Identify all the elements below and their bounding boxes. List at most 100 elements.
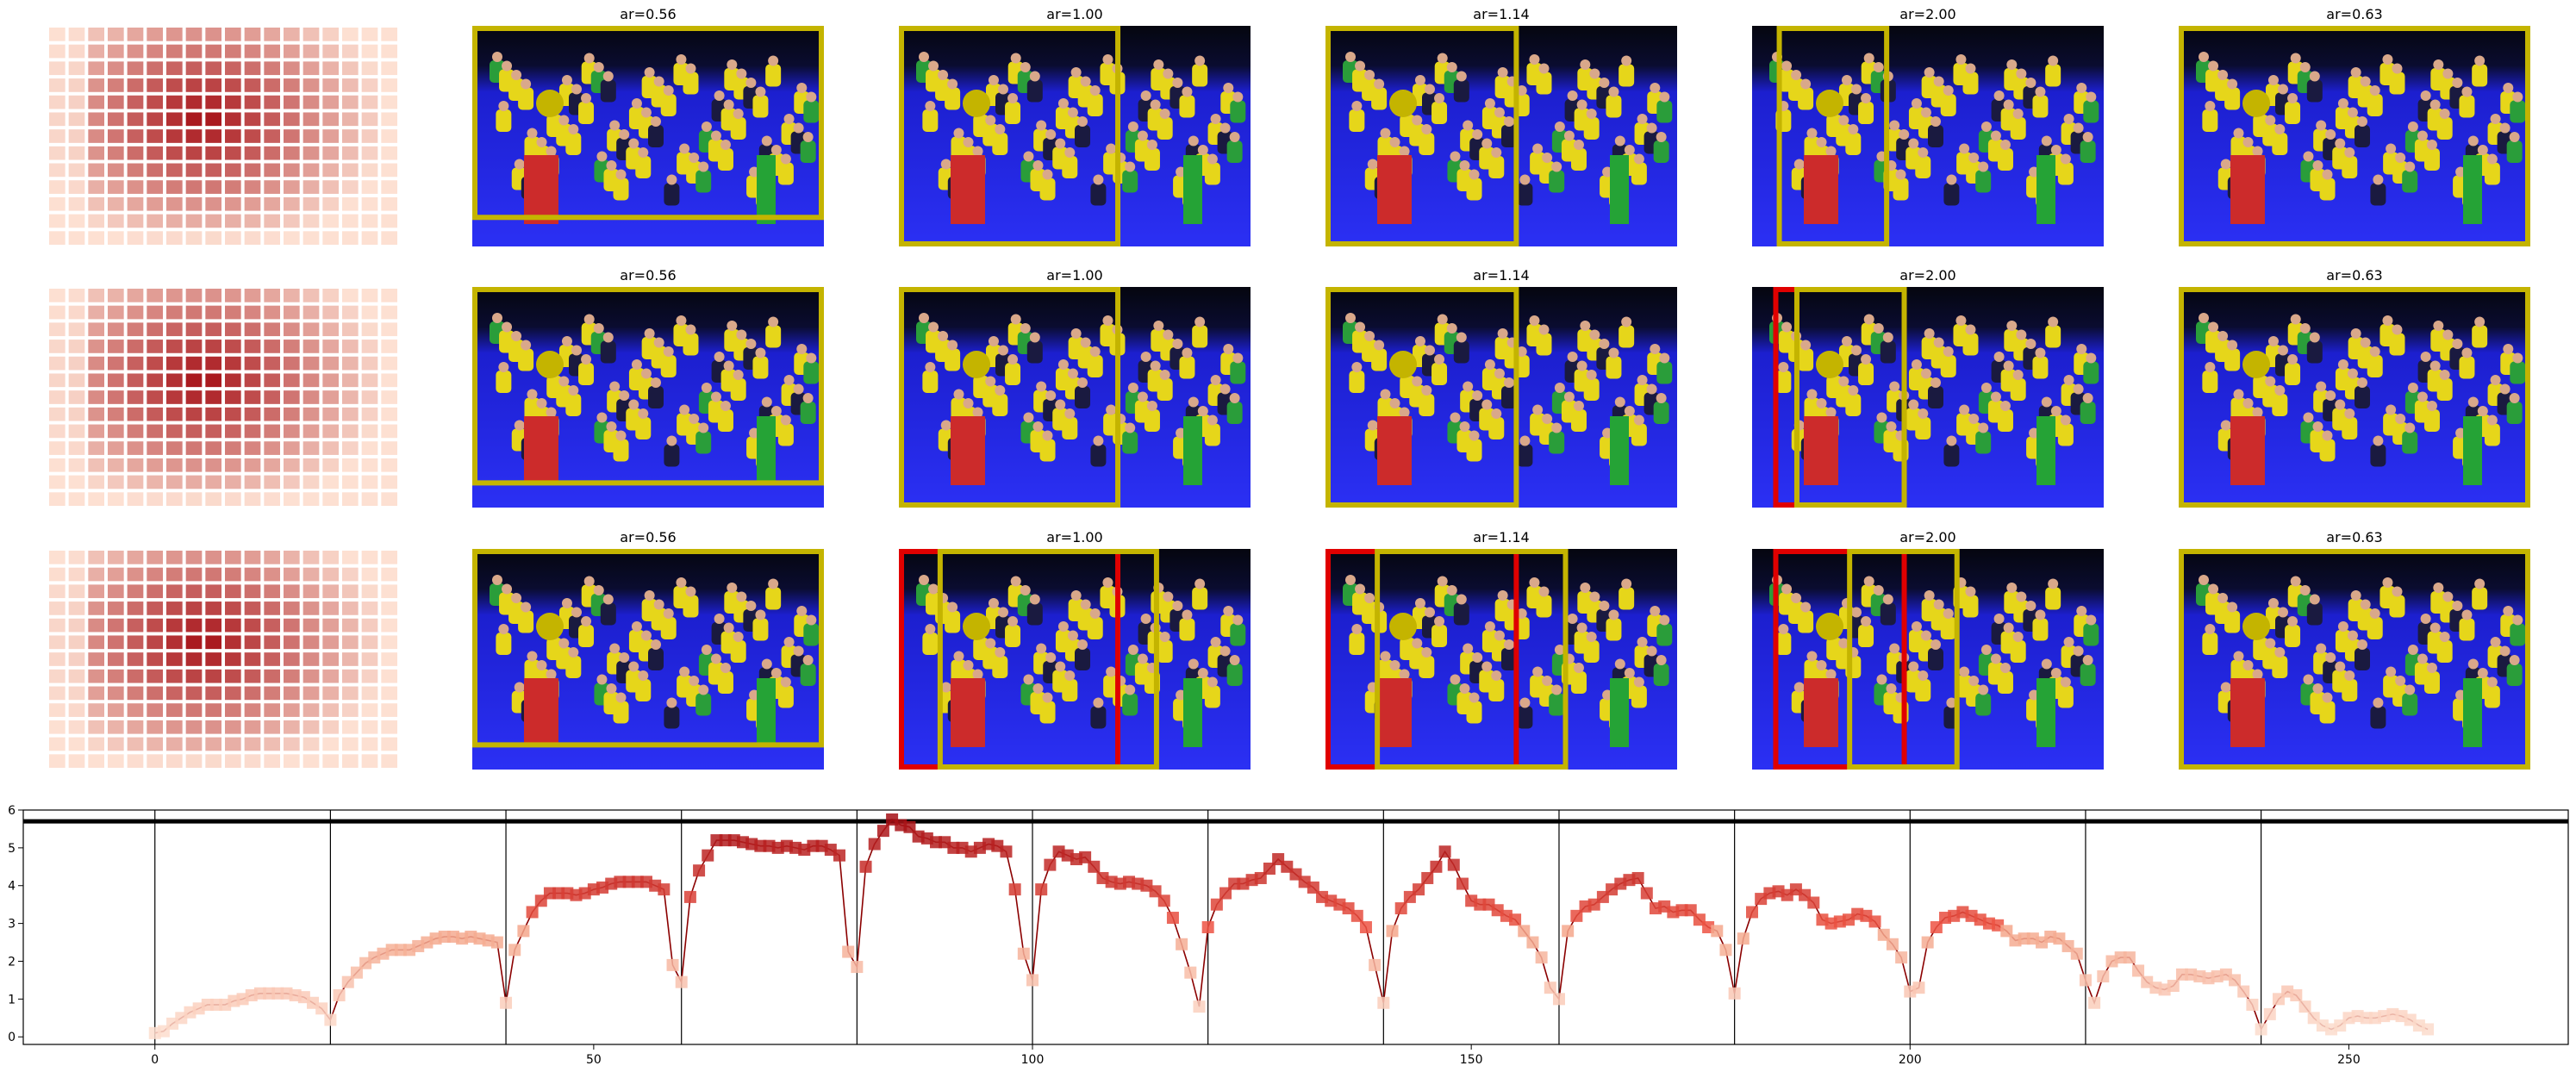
- heatmap-cell: [127, 390, 144, 404]
- heatmap-cell: [108, 424, 124, 439]
- heatmap-cell: [381, 322, 397, 337]
- heatmap-cell: [88, 686, 104, 701]
- panel-title: ar=0.56: [620, 529, 676, 545]
- heatmap-cell: [303, 635, 320, 650]
- heatmap-cell: [361, 652, 378, 666]
- heatmap-cell: [322, 61, 339, 76]
- heatmap-cell: [68, 458, 85, 472]
- heatmap-cell: [342, 44, 359, 59]
- data-point: [1413, 883, 1425, 896]
- data-point: [2097, 970, 2110, 983]
- heatmap-cell: [264, 686, 280, 701]
- yellow-box: [2179, 287, 2530, 508]
- data-point: [1149, 885, 1162, 898]
- heatmap-cell: [244, 231, 261, 245]
- heatmap-cell: [322, 458, 339, 472]
- data-point: [1263, 863, 1276, 875]
- heatmap-cell: [68, 129, 85, 143]
- data-point: [333, 988, 346, 1001]
- heatmap-cell: [361, 424, 378, 439]
- heatmap-cell: [88, 720, 104, 734]
- heatmap-cell: [49, 424, 65, 439]
- heatmap-cell: [342, 95, 359, 109]
- heatmap-cell: [244, 129, 261, 143]
- heatmap-cell: [185, 567, 203, 582]
- data-point: [2263, 1007, 2276, 1020]
- heatmap-cell: [381, 61, 397, 76]
- heatmap-cell: [284, 458, 300, 472]
- photo-panel: ar=0.63: [2179, 6, 2530, 246]
- heatmap-cell: [225, 475, 241, 489]
- heatmap-cell: [205, 407, 221, 421]
- heatmap-cell: [88, 28, 104, 41]
- heatmap-cell: [185, 196, 203, 211]
- data-point: [1684, 904, 1697, 917]
- heatmap-cell: [225, 44, 241, 59]
- heatmap-cell: [322, 373, 339, 388]
- data-point: [490, 936, 503, 949]
- heatmap-cell: [342, 28, 359, 41]
- team-photo-icon: [2179, 26, 2530, 246]
- heatmap-cell: [381, 340, 397, 353]
- heatmap-cell: [264, 703, 280, 717]
- heatmap-cell: [303, 112, 320, 127]
- heatmap-cell: [185, 356, 203, 371]
- heatmap-cell: [166, 424, 183, 439]
- heatmap-cell: [264, 146, 280, 160]
- data-point: [1079, 851, 1092, 863]
- heatmap-cell: [284, 754, 300, 768]
- heatmap-cell: [284, 231, 300, 245]
- panel-title: ar=1.14: [1473, 6, 1529, 22]
- heatmap-cell: [88, 289, 104, 302]
- heatmap-cell: [361, 340, 378, 353]
- heatmap-cell: [49, 492, 65, 506]
- heatmap-cell: [88, 322, 104, 337]
- heatmap-cell: [108, 720, 124, 734]
- heatmap-cell: [322, 231, 339, 245]
- heatmap-cell: [185, 129, 203, 143]
- heatmap-cell: [166, 28, 183, 41]
- heatmap-cell: [147, 196, 163, 211]
- heatmap-cell: [225, 407, 241, 421]
- heatmap-cell: [361, 373, 378, 388]
- heatmap-cell: [264, 28, 280, 41]
- heatmap-cell: [185, 424, 203, 439]
- heatmap-cell: [147, 703, 163, 717]
- data-point: [1394, 902, 1407, 915]
- data-point: [1518, 925, 1531, 938]
- heatmap-cell: [68, 180, 85, 194]
- heatmap-cell: [284, 340, 300, 353]
- heatmap-cell: [264, 754, 280, 768]
- heatmap-cell: [361, 78, 378, 92]
- heatmap-cell: [264, 407, 280, 421]
- heatmap-cell: [381, 44, 397, 59]
- heatmap-cell: [342, 289, 359, 302]
- heatmap-cell: [205, 584, 221, 599]
- data-point: [1193, 1000, 1206, 1013]
- data-point: [2167, 980, 2180, 992]
- heatmap-cell: [225, 112, 241, 127]
- heatmap-cell: [361, 305, 378, 320]
- heatmap-cell: [303, 289, 320, 302]
- heatmap-cell: [284, 163, 300, 178]
- heatmap-cell: [303, 441, 320, 455]
- heatmap-cell: [264, 458, 280, 472]
- photo-panel: ar=1.00: [899, 267, 1251, 508]
- heatmap-cell: [108, 458, 124, 472]
- heatmap-cell: [205, 551, 221, 564]
- heatmap-cell: [342, 424, 359, 439]
- heatmap-cell: [88, 618, 104, 633]
- heatmap-cell: [127, 61, 144, 76]
- heatmap-cell: [303, 669, 320, 683]
- data-point: [868, 838, 881, 851]
- heatmap-cell: [49, 390, 65, 404]
- heatmap-cell: [147, 112, 163, 127]
- heatmap-cell: [225, 289, 241, 302]
- heatmap-cell: [361, 95, 378, 109]
- heatmap-cell: [244, 492, 261, 506]
- heatmap-cell: [303, 61, 320, 76]
- heatmap-cell: [244, 737, 261, 751]
- heatmap-cell: [185, 28, 203, 41]
- heatmap-cell: [322, 95, 339, 109]
- heatmap-cell: [108, 28, 124, 41]
